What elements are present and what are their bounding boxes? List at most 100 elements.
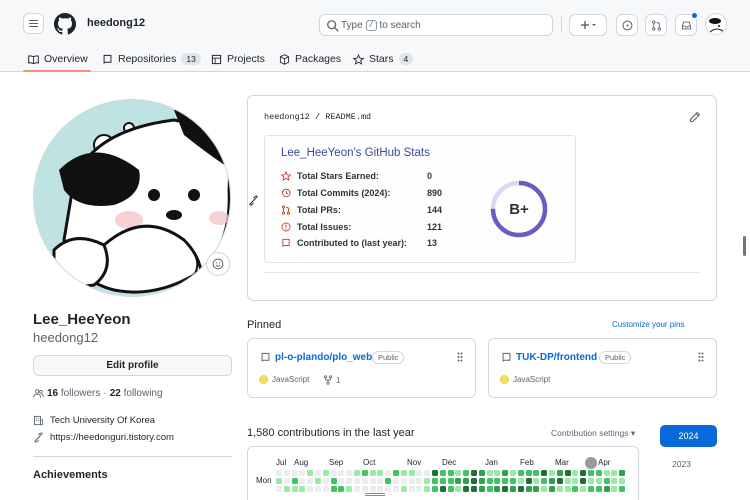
contribution-day[interactable]	[291, 478, 298, 484]
contribution-day[interactable]	[283, 486, 290, 492]
tab-projects[interactable]: Projects	[211, 50, 265, 68]
contribution-day[interactable]	[283, 470, 290, 476]
contribution-day[interactable]	[463, 470, 470, 476]
contribution-day[interactable]	[619, 486, 626, 492]
contribution-day[interactable]	[619, 478, 626, 484]
contribution-day[interactable]	[330, 486, 337, 492]
customize-pins-link[interactable]: Customize your pins	[612, 320, 685, 329]
contribution-day[interactable]	[393, 478, 399, 484]
contribution-day[interactable]	[572, 478, 579, 484]
contribution-day[interactable]	[572, 486, 579, 492]
scrollbar-handle[interactable]	[743, 236, 746, 256]
edit-readme-pencil-icon[interactable]	[689, 111, 701, 123]
contribution-day[interactable]	[432, 478, 438, 484]
contribution-day[interactable]	[377, 470, 384, 476]
contribution-day[interactable]	[377, 486, 384, 492]
contribution-day[interactable]	[510, 478, 516, 484]
tab-overview[interactable]: Overview	[28, 50, 88, 68]
contribution-day[interactable]	[611, 486, 618, 492]
contribution-day[interactable]	[346, 470, 353, 476]
contribution-day[interactable]	[463, 486, 470, 492]
contribution-day[interactable]	[588, 486, 594, 492]
contribution-day[interactable]	[276, 478, 282, 484]
drag-grip-icon[interactable]	[457, 352, 463, 362]
edit-profile-button[interactable]: Edit profile	[33, 355, 232, 376]
contribution-day[interactable]	[541, 470, 548, 476]
contribution-day[interactable]	[455, 478, 462, 484]
contribution-day[interactable]	[393, 486, 399, 492]
contribution-day[interactable]	[564, 478, 571, 484]
contribution-day[interactable]	[486, 478, 493, 484]
contribution-day[interactable]	[478, 478, 485, 484]
drag-grip-icon[interactable]	[698, 352, 704, 362]
contribution-day[interactable]	[580, 470, 587, 476]
contribution-day[interactable]	[330, 470, 337, 476]
contribution-day[interactable]	[315, 470, 321, 476]
contribution-day[interactable]	[502, 478, 509, 484]
contribution-day[interactable]	[525, 470, 532, 476]
contribution-day[interactable]	[385, 470, 392, 476]
contribution-day[interactable]	[361, 486, 368, 492]
contribution-day[interactable]	[525, 478, 532, 484]
contribution-day[interactable]	[549, 478, 555, 484]
contribution-day[interactable]	[556, 486, 563, 492]
contribution-day[interactable]	[533, 470, 540, 476]
inbox-button[interactable]	[675, 12, 698, 36]
contribution-day[interactable]	[322, 470, 329, 476]
contribution-day[interactable]	[299, 486, 306, 492]
contribution-day[interactable]	[439, 486, 446, 492]
contribution-day[interactable]	[424, 470, 431, 476]
contribution-day[interactable]	[541, 486, 548, 492]
contribution-day[interactable]	[517, 478, 524, 484]
contribution-day[interactable]	[369, 486, 376, 492]
tab-repositories[interactable]: Repositories 13	[102, 50, 201, 68]
contribution-day[interactable]	[595, 478, 602, 484]
contribution-day[interactable]	[564, 486, 571, 492]
following-link[interactable]: 22 following	[110, 388, 163, 399]
contribution-day[interactable]	[603, 486, 610, 492]
contribution-day[interactable]	[556, 478, 563, 484]
contribution-day[interactable]	[361, 470, 368, 476]
contribution-day[interactable]	[580, 478, 587, 484]
year-2024-button[interactable]: 2024	[660, 425, 717, 447]
contribution-day[interactable]	[486, 486, 493, 492]
contribution-day[interactable]	[502, 470, 509, 476]
contribution-day[interactable]	[471, 478, 477, 484]
contribution-day[interactable]	[533, 486, 540, 492]
github-logo-icon[interactable]	[54, 13, 76, 35]
contribution-day[interactable]	[385, 486, 392, 492]
contribution-day[interactable]	[361, 478, 368, 484]
pull-requests-button[interactable]	[645, 14, 667, 36]
pinned-repo-name[interactable]: TUK-DP/frontend	[516, 352, 598, 363]
readme-owner[interactable]: heedong12	[264, 112, 310, 122]
contribution-day[interactable]	[416, 470, 423, 476]
contribution-day[interactable]	[603, 478, 610, 484]
contribution-day[interactable]	[455, 470, 462, 476]
contribution-day[interactable]	[564, 470, 571, 476]
contribution-day[interactable]	[408, 486, 415, 492]
contribution-day[interactable]	[377, 478, 384, 484]
contribution-day[interactable]	[385, 478, 392, 484]
contribution-day[interactable]	[502, 486, 509, 492]
contribution-day[interactable]	[307, 486, 314, 492]
contribution-day[interactable]	[354, 470, 360, 476]
contribution-day[interactable]	[354, 478, 360, 484]
contribution-day[interactable]	[603, 470, 610, 476]
resize-handle[interactable]	[365, 493, 385, 496]
contribution-day[interactable]	[556, 470, 563, 476]
contribution-day[interactable]	[494, 478, 501, 484]
contribution-day[interactable]	[541, 478, 548, 484]
contribution-day[interactable]	[322, 486, 329, 492]
anchor-link-icon[interactable]	[248, 195, 259, 206]
contribution-day[interactable]	[416, 478, 423, 484]
contribution-day[interactable]	[338, 486, 345, 492]
contribution-day[interactable]	[424, 478, 431, 484]
profile-avatar[interactable]	[33, 99, 231, 297]
issues-button[interactable]	[616, 14, 638, 36]
contribution-day[interactable]	[588, 470, 594, 476]
followers-link[interactable]: 16 followers	[47, 388, 100, 399]
contribution-day[interactable]	[408, 478, 415, 484]
contribution-day[interactable]	[533, 478, 540, 484]
contribution-day[interactable]	[611, 478, 618, 484]
contribution-day[interactable]	[447, 470, 454, 476]
